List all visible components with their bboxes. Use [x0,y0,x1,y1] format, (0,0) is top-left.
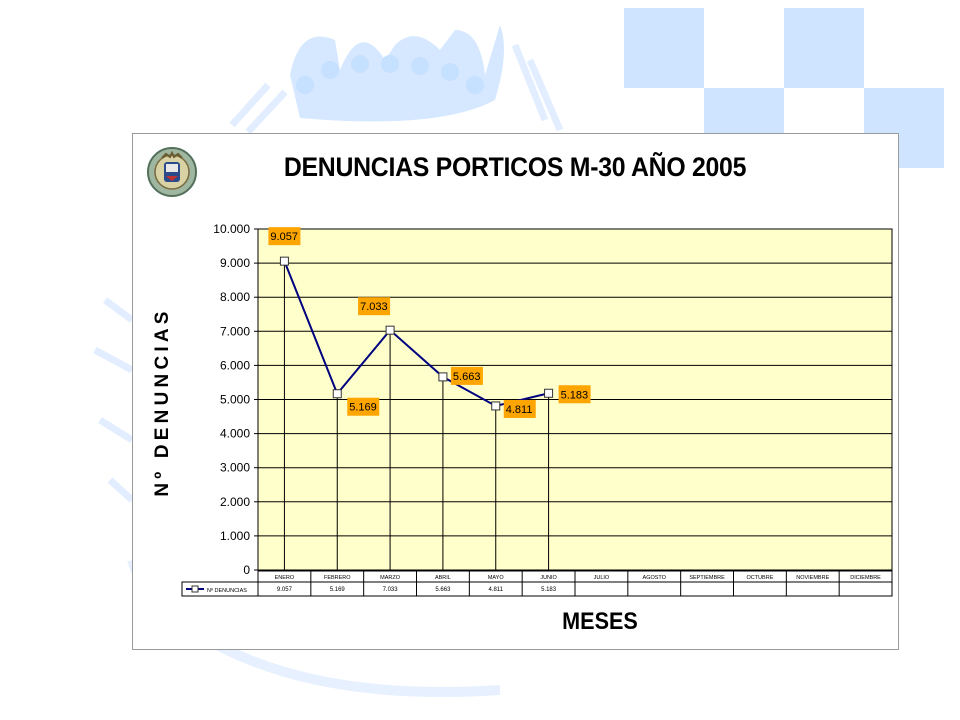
table-value: 7.033 [383,587,399,593]
data-point [544,388,554,398]
x-axis-label: MESES [562,608,638,635]
data-label: 5.169 [349,402,377,414]
table-value: 4.811 [488,587,503,593]
x-category-label: MARZO [380,575,401,581]
x-category-label: JULIO [594,575,610,581]
data-label: 7.033 [360,301,388,313]
watermark-crest [93,25,564,697]
data-label: 5.663 [453,371,481,383]
table-value: 9.057 [277,587,293,593]
x-category-label: SEPTIEMBRE [689,575,725,581]
series-markers [279,256,554,411]
y-tick-label: 2.000 [220,495,250,509]
x-category-label: AGOSTO [643,575,667,581]
data-point [491,401,501,411]
data-label: 9.057 [270,231,298,243]
police-badge-emblem-icon [147,147,197,197]
y-tick-label: 0 [243,563,250,577]
y-tick-label: 5.000 [220,393,250,407]
data-label-box [450,366,483,385]
x-category-label: NOVIEMBRE [796,575,829,581]
y-tick-label: 9.000 [220,256,250,270]
y-tick-label: 4.000 [220,427,250,441]
y-tick-label: 7.000 [220,324,250,338]
data-label: 4.811 [506,404,533,416]
x-category-label: JUNIO [540,575,557,581]
table-value-row [181,581,893,597]
legend-label: Nº DENUNCIAS [207,587,247,594]
y-tick-label: 8.000 [220,290,250,304]
data-labels: 9.057 5.169 7.033 5.663 4.811 5.183 [268,227,591,418]
y-tick-label: 3.000 [220,461,250,475]
x-category-label: DICIEMBRE [850,575,881,581]
x-category-label: OCTUBRE [746,575,773,581]
table-value: 5.663 [435,587,451,593]
y-tick-label: 10.000 [213,222,250,236]
chart-title: DENUNCIAS PORTICOS M-30 AÑO 2005 [283,152,747,182]
legend-marker [191,585,199,593]
data-label: 5.183 [561,389,589,401]
table-value: 5.183 [541,587,557,593]
data-point [438,372,448,382]
x-category-label: FEBRERO [324,575,351,581]
data-table: ENERO 9.057 FEBRERO 5.169 MARZO 7.033 ABRIL 5.6… [181,570,893,597]
table-value: 5.169 [330,587,346,593]
y-tick-label: 6.000 [220,358,250,372]
drop-lines [283,261,550,570]
data-label-box [358,297,391,316]
y-axis-ticks: 0 1.000 2.000 3.000 4.000 5.000 6.000 7.000 8.00… [213,222,258,577]
data-point [279,256,289,266]
y-tick-label: 1.000 [220,529,250,543]
data-point [332,389,342,399]
data-label-box [558,385,591,404]
x-category-label: MAYO [488,575,505,581]
x-category-label: ENERO [275,575,295,581]
data-label-box [268,227,301,246]
data-label-box [347,397,380,416]
data-point [385,325,395,335]
data-label-box [503,399,536,418]
x-category-label: ABRIL [435,575,451,581]
